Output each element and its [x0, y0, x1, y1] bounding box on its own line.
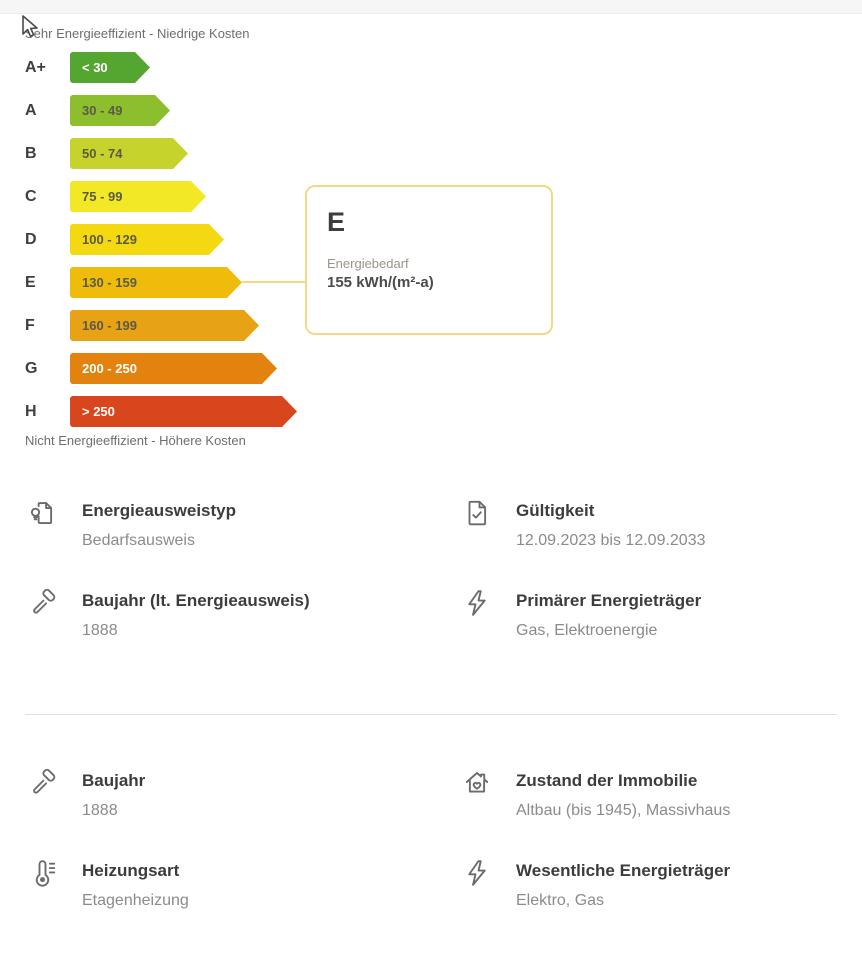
- detail-item: Heizungsart Etagenheizung: [28, 860, 462, 912]
- detail-title: Baujahr: [82, 771, 146, 790]
- tooltip-value: 155 kWh/(m²-a): [327, 274, 434, 291]
- detail-title: Heizungsart: [82, 860, 180, 880]
- detail-item: Primärer Energieträger Gas, Elektroenergi…: [462, 590, 834, 642]
- detail-value: 1888: [82, 621, 118, 639]
- detail-value: Elektro, Gas: [516, 891, 605, 909]
- band-range-bar[interactable]: 100 - 129: [70, 224, 224, 255]
- band-grade-label: A+: [25, 58, 46, 76]
- tooltip-label: Energiebedarf: [327, 256, 409, 271]
- energy-certificate-icon: [28, 498, 58, 528]
- band-grade-label: A: [25, 101, 37, 119]
- tooltip-grade: E: [327, 207, 346, 237]
- section-divider: [25, 714, 837, 715]
- band-grade-label: B: [25, 144, 37, 162]
- detail-title: Zustand der Immobilie: [516, 771, 698, 790]
- chart-bottom-caption: Nicht Energieeffizient - Höhere Kosten: [25, 433, 246, 448]
- band-range-bar[interactable]: 130 - 159: [70, 267, 242, 298]
- energy-band-row: E 130 - 159: [25, 267, 297, 298]
- energy-band-row: F 160 - 199: [25, 310, 297, 341]
- band-range-bar[interactable]: > 250: [70, 396, 297, 427]
- detail-title: Wesentliche Energieträger: [516, 860, 731, 880]
- band-range-bar[interactable]: 30 - 49: [70, 95, 170, 126]
- detail-item: Baujahr 1888: [28, 768, 462, 822]
- chart-top-caption: Sehr Energieeffizient - Niedrige Kosten: [25, 26, 250, 41]
- detail-value: Etagenheizung: [82, 891, 189, 909]
- detail-item: Gültigkeit 12.09.2023 bis 12.09.2033: [462, 500, 834, 552]
- energy-band-list: A+ < 30 A 30 - 49 B 50 - 74 C 75 - 99 D 100 - 129…: [25, 52, 297, 439]
- document-check-icon: [462, 498, 492, 528]
- building-details: Baujahr 1888 Zustand der Immobilie Altbau (…: [28, 768, 834, 912]
- detail-value: Bedarfsausweis: [82, 532, 195, 550]
- house-heart-icon: [462, 768, 492, 798]
- band-range-bar[interactable]: < 30: [70, 52, 150, 83]
- detail-title: Primärer Energieträger: [516, 590, 702, 610]
- band-range-bar[interactable]: 160 - 199: [70, 310, 259, 341]
- hammer-icon: [28, 588, 58, 618]
- band-range-bar[interactable]: 75 - 99: [70, 181, 206, 212]
- energy-band-row: A+ < 30: [25, 52, 297, 83]
- detail-item: Baujahr (lt. Energieausweis) 1888: [28, 588, 462, 642]
- energy-band-row: G 200 - 250: [25, 353, 297, 384]
- energy-band-row: H > 250: [25, 396, 297, 427]
- detail-value: Gas, Elektroenergie: [516, 621, 658, 639]
- lightning-icon: [462, 588, 492, 618]
- detail-value: Altbau (bis 1945), Massivhaus: [516, 802, 731, 820]
- mouse-cursor-icon: [22, 15, 38, 37]
- energy-band-row: A 30 - 49: [25, 95, 297, 126]
- detail-title: Gültigkeit: [516, 501, 595, 520]
- detail-title: Baujahr (lt. Energieausweis): [82, 590, 310, 610]
- thermometer-icon: [28, 858, 58, 888]
- band-grade-label: F: [25, 316, 35, 334]
- detail-title: Energieausweistyp: [82, 501, 237, 520]
- tooltip-connector-line: [242, 281, 307, 283]
- detail-item: Energieausweistyp Bedarfsausweis: [28, 500, 462, 552]
- lightning-icon: [462, 858, 492, 888]
- band-range-bar[interactable]: 200 - 250: [70, 353, 277, 384]
- energy-band-row: D 100 - 129: [25, 224, 297, 255]
- detail-value: 12.09.2023 bis 12.09.2033: [516, 532, 706, 550]
- band-range-bar[interactable]: 50 - 74: [70, 138, 188, 169]
- energy-certificate-details: Energieausweistyp Bedarfsausweis Gültigkei…: [28, 500, 834, 642]
- detail-item: Wesentliche Energieträger Elektro, Gas: [462, 860, 834, 912]
- band-grade-label: C: [25, 187, 37, 205]
- energy-band-row: C 75 - 99: [25, 181, 297, 212]
- band-grade-label: E: [25, 273, 36, 291]
- detail-value: 1888: [82, 802, 118, 820]
- detail-item: Zustand der Immobilie Altbau (bis 1945), …: [462, 770, 834, 822]
- energy-rating-tooltip: E Energiebedarf 155 kWh/(m²-a): [305, 185, 553, 335]
- top-divider-strip: [0, 0, 862, 14]
- hammer-icon: [28, 768, 58, 798]
- band-grade-label: H: [25, 402, 37, 420]
- band-grade-label: G: [25, 359, 38, 377]
- energy-band-row: B 50 - 74: [25, 138, 297, 169]
- band-grade-label: D: [25, 230, 37, 248]
